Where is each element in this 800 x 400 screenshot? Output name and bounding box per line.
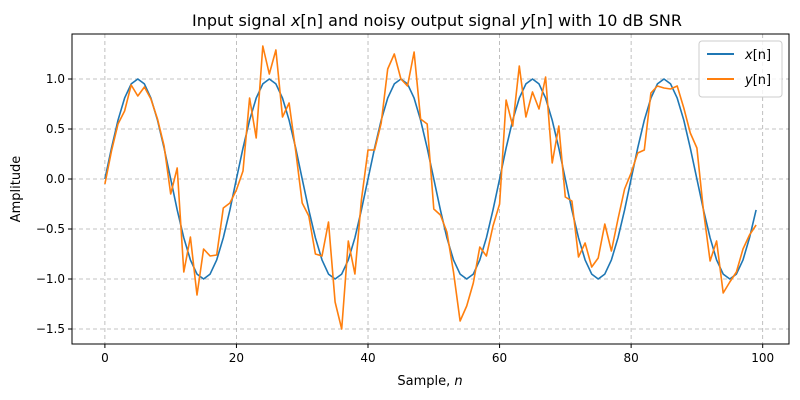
series-line-y xyxy=(104,45,757,330)
plot-lines xyxy=(104,45,757,330)
x-tick-label: 100 xyxy=(751,351,774,365)
plot-area-frame xyxy=(71,33,790,345)
y-tick-label: −1.0 xyxy=(36,272,65,286)
x-tick-label: 20 xyxy=(229,351,244,365)
y-axis-ticks: −1.5 −1.0 −0.5 0.0 0.5 1.0 xyxy=(36,72,72,336)
y-tick-label: 0.0 xyxy=(46,172,65,186)
x-tick-label: 40 xyxy=(360,351,375,365)
x-tick-label: 80 xyxy=(623,351,638,365)
y-tick-label: −0.5 xyxy=(36,222,65,236)
legend-label-x: x[n] xyxy=(744,48,771,63)
y-tick-label: 0.5 xyxy=(46,122,65,136)
legend-label-y: y[n] xyxy=(744,73,771,88)
legend: x[n] y[n] xyxy=(698,40,783,98)
y-tick-label: 1.0 xyxy=(46,72,65,86)
chart-title: Input signal x[n] and noisy output signa… xyxy=(192,11,682,30)
y-tick-label: −1.5 xyxy=(36,322,65,336)
x-axis-ticks: 0 20 40 60 80 100 xyxy=(101,344,774,365)
x-tick-label: 60 xyxy=(492,351,507,365)
x-axis-label: Sample, n xyxy=(397,374,462,389)
x-tick-label: 0 xyxy=(101,351,109,365)
grid-lines xyxy=(72,34,789,344)
y-axis-label: Amplitude xyxy=(9,156,24,223)
